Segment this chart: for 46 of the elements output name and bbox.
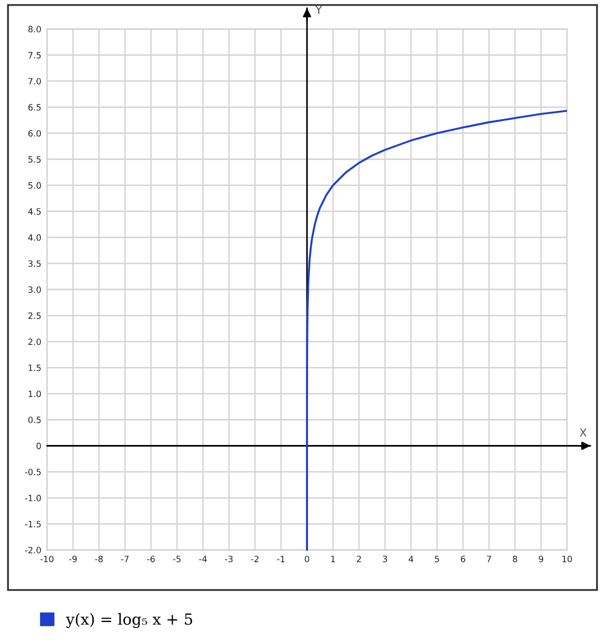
x-tick-label: 0 (304, 556, 310, 562)
y-tick-label: 0.5 (28, 416, 41, 424)
x-tick-label: 10 (562, 556, 572, 562)
x-tick-label: 6 (460, 556, 466, 562)
x-tick-label: -4 (199, 556, 207, 562)
x-tick-label: 9 (538, 556, 544, 562)
y-tick-label: 1.5 (28, 364, 41, 372)
y-tick-label: 0 (36, 442, 41, 450)
y-tick-label: 6.0 (28, 130, 41, 137)
x-tick-label: 5 (434, 556, 439, 562)
y-tick-label: 1.0 (28, 390, 41, 398)
y-tick-label: -2.0 (25, 546, 41, 554)
y-tick-label: 6.5 (28, 104, 41, 111)
y-tick-label: 4.0 (28, 234, 41, 241)
x-tick-label: -1 (277, 556, 284, 562)
x-tick-label: 8 (512, 556, 518, 562)
x-tick-label: -3 (225, 556, 233, 562)
x-tick-label: -6 (147, 556, 155, 562)
y-tick-label: 2.0 (28, 338, 41, 345)
y-tick-label: 7.0 (28, 78, 41, 84)
y-tick-label: 5.0 (28, 182, 41, 189)
x-tick-label: -10 (40, 556, 54, 562)
y-axis-title: Y (315, 6, 322, 14)
x-tick-label: 3 (382, 556, 388, 562)
x-tick-label: 7 (486, 556, 492, 562)
x-tick-label: -9 (69, 556, 77, 562)
y-tick-label: 3.0 (28, 286, 41, 293)
y-tick-label: 8.0 (28, 26, 41, 32)
y-tick-label: -1.0 (25, 494, 41, 502)
x-tick-label: 2 (356, 556, 361, 562)
y-tick-label: 5.5 (28, 156, 41, 163)
line-series (306, 110, 567, 550)
y-tick-label: 7.5 (28, 52, 41, 58)
legend-label: y(x) = log₅ x + 5 (66, 613, 192, 628)
x-tick-label: -7 (121, 556, 129, 562)
y-tick-label: 4.5 (28, 208, 41, 215)
x-tick-label: -2 (251, 556, 258, 562)
y-tick-label: -0.5 (25, 468, 41, 476)
y-tick-label: -1.5 (25, 520, 41, 528)
x-axis-title: X (580, 428, 587, 437)
x-tick-label: -8 (95, 556, 103, 562)
x-tick-label: 4 (408, 556, 414, 562)
y-tick-label: 3.5 (28, 260, 41, 267)
x-tick-label: -5 (173, 556, 181, 562)
x-tick-label: 1 (331, 556, 335, 562)
y-tick-label: 2.5 (28, 312, 41, 319)
